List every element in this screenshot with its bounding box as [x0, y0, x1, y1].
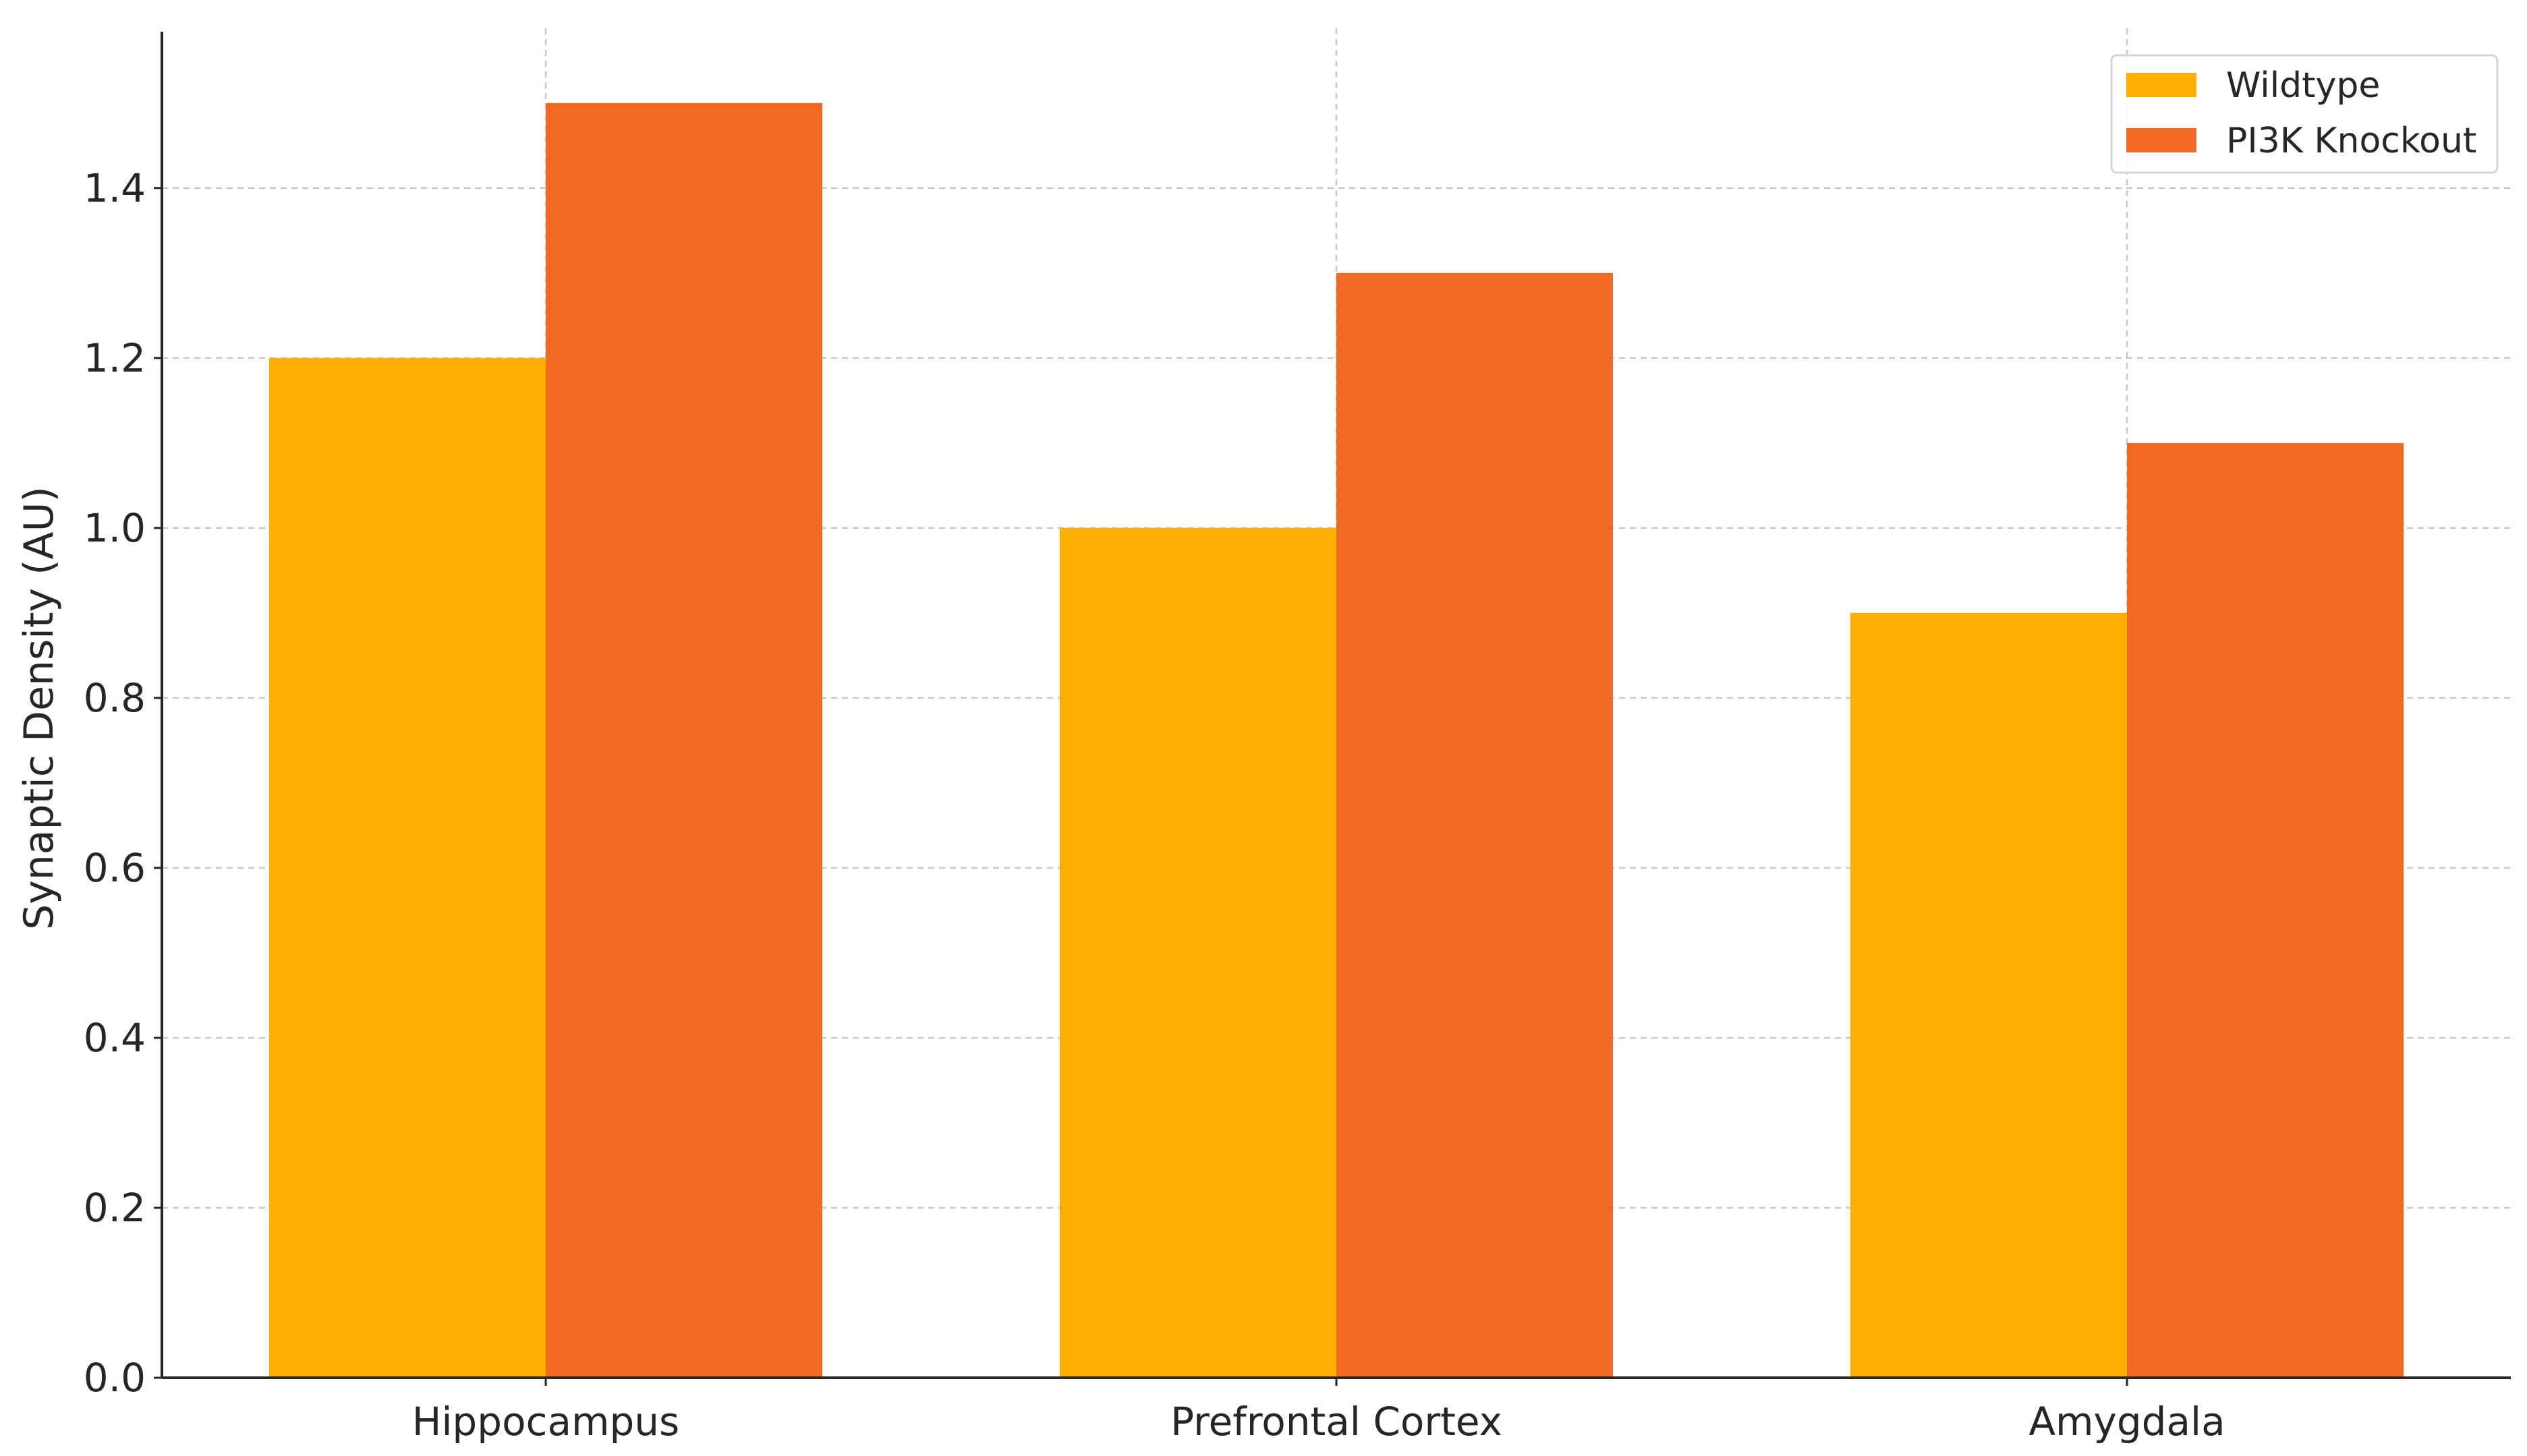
- y-axis-ticks: 0.0 0.2 0.4 0.6 0.8 1.0 1.2 1.4: [84, 165, 162, 1401]
- legend-label: Wildtype: [2226, 65, 2380, 106]
- legend-label: PI3K Knockout: [2226, 121, 2476, 161]
- x-tick-label: Hippocampus: [412, 1399, 680, 1445]
- y-tick-label: 0.2: [84, 1185, 146, 1231]
- y-tick-label: 0.6: [84, 845, 146, 891]
- y-tick-label: 0.8: [84, 675, 146, 721]
- bar-wildtype-1: [1060, 527, 1336, 1378]
- x-tick-label: Amygdala: [2028, 1399, 2225, 1445]
- y-tick-label: 1.2: [84, 335, 146, 381]
- y-axis-label: Synaptic Density (AU): [16, 486, 63, 930]
- legend-swatch: [2126, 128, 2196, 152]
- y-tick-label: 1.0: [84, 505, 146, 551]
- legend-frame: [2110, 54, 2499, 174]
- legend: Wildtype PI3K Knockout: [2110, 54, 2499, 174]
- y-tick-label: 0.4: [84, 1015, 146, 1061]
- bar-wildtype-0: [269, 357, 546, 1378]
- bar-pi3k-knockout-2: [2127, 442, 2404, 1378]
- y-tick-label: 0.0: [84, 1355, 146, 1401]
- bar-wildtype-2: [1850, 612, 2127, 1378]
- bars: [269, 103, 2404, 1378]
- bar-pi3k-knockout-1: [1336, 272, 1613, 1378]
- y-tick-label: 1.4: [84, 165, 146, 211]
- bar-pi3k-knockout-0: [546, 103, 822, 1378]
- x-axis-ticks: Hippocampus Prefrontal Cortex Amygdala: [412, 1378, 2225, 1445]
- x-tick-label: Prefrontal Cortex: [1170, 1399, 1502, 1445]
- legend-swatch: [2126, 73, 2196, 97]
